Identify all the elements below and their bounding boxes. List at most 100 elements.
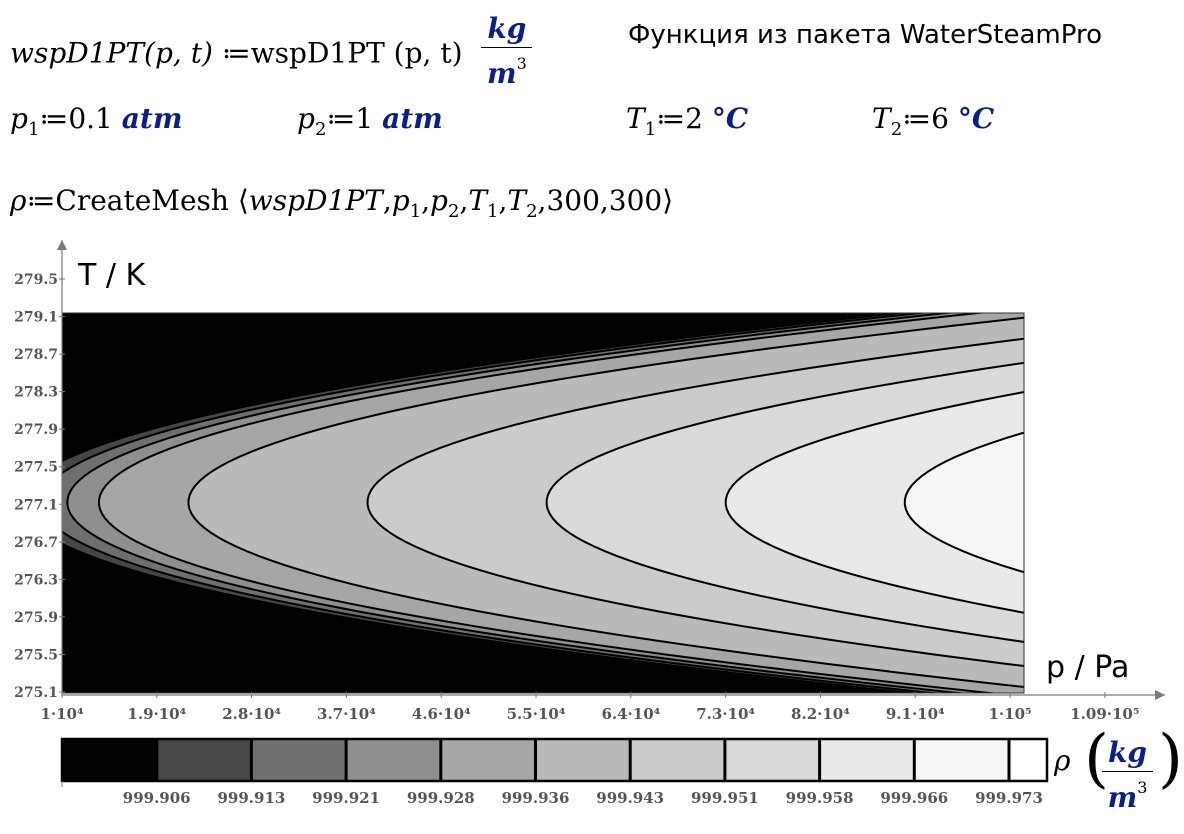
colorbar-unit-num: kg [1102,736,1153,772]
colorbar-swatch [1009,739,1047,781]
colorbar-tick-label: 999.928 [407,789,475,807]
colorbar-tick-label: 999.921 [312,789,380,807]
param-value: 1 [355,102,374,135]
contour-line [62,313,920,693]
param-t1[interactable]: T1≔2 °C [626,102,749,140]
colorbar-tick-label: 999.943 [596,789,664,807]
band-2 [62,313,1024,693]
x-tick-label: 1.09·10⁵ [1070,705,1139,723]
unit-numerator: kg [481,12,533,48]
param-t2[interactable]: T2≔6 °C [872,102,995,140]
colorbar-unit-den: m [1107,781,1138,814]
x-tick-label: 1.9·10⁴ [127,705,186,723]
band-10 [1084,213,1184,793]
x-tick-label: 4.6·10⁴ [412,705,471,723]
x-tick-label: 3.7·10⁴ [317,705,376,723]
colorbar-swatch [62,739,157,781]
mesh-args: ⟨wspD1PT,p1,p2,T1,T2,300,300⟩ [237,184,674,222]
colorbar-swatch [156,739,252,781]
param-subscript: 1 [27,119,40,140]
y-tick-label: 279.1 [14,310,58,326]
contour-line [66,313,968,693]
contour-bands [62,213,1184,793]
colorbar-swatch [630,739,725,781]
param-value: 2 [685,102,703,135]
colorbar-swatch [346,739,441,781]
band-5 [188,317,1024,688]
param-subscript: 2 [890,119,903,140]
x-tick-label: 9.1·10⁴ [886,705,945,723]
y-tick-labels: 275.1 275.5 275.9 276.3 276.7 277.1 277.5 277.9… [14,272,58,701]
x-tick-label: 7.3·10⁴ [696,705,755,723]
package-note: Функция из пакета WaterSteamPro [628,20,1102,50]
band-8 [725,392,1024,613]
mesh-lhs: ρ [10,184,27,217]
param-symbol: p [297,102,315,135]
band-4 [98,313,1024,693]
colorbar-swatch [535,739,631,781]
y-tick-label: 276.3 [14,572,58,588]
func-name-lhs: wspD1PT [10,36,145,70]
y-tick-label: 275.5 [14,647,58,663]
colorbar-swatch [440,739,536,781]
contour-line [187,316,1024,689]
band-7 [546,362,1024,642]
band-1 [62,313,1024,693]
x-tick-label: 1·10⁴ [40,705,84,723]
param-subscript: 2 [314,119,327,140]
colorbar-tick-label: 999.936 [502,789,570,807]
x-tick-label: 8.2·10⁴ [791,705,850,723]
plot-frame [61,312,1025,694]
band-0 [62,313,1024,693]
param-value: 6 [931,102,949,135]
colorbar-symbol: ρ [1054,744,1071,777]
band-3 [67,313,1024,693]
param-p1[interactable]: p1≔0.1 atm [10,102,183,140]
colorbar-tick-label: 999.913 [217,789,285,807]
create-mesh-expression[interactable]: ρ≔CreateMesh ⟨wspD1PT,p1,p2,T1,T2,300,30… [10,184,674,222]
colorbar-label: ρ [1054,744,1070,777]
band-9 [904,432,1024,573]
x-tick-labels: 1·10⁴ 1.9·10⁴ 2.8·10⁴ 3.7·10⁴ 4.6·10⁴ 5.5·10⁴… [40,705,1139,723]
y-tick-label: 277.1 [14,497,58,513]
mesh-func: CreateMesh [55,184,229,217]
colorbar-frame [60,737,1049,783]
y-tick-label: 275.9 [14,610,58,626]
x-tick-label: 1·10⁵ [988,705,1031,723]
y-tick-label: 278.3 [14,385,58,401]
colorbar-swatch [819,739,915,781]
contour-line [97,313,999,693]
func-args-rhs: (p, t) [393,36,463,70]
band-6 [367,338,1024,667]
contour-lines [61,312,1025,694]
param-symbol: p [10,102,28,135]
y-tick-label: 275.1 [14,685,58,701]
colorbar-swatch [724,739,820,781]
param-symbol: T [626,102,645,135]
param-value: 0.1 [68,102,113,135]
y-tick-label: 279.5 [14,272,58,288]
y-tick-label: 278.7 [14,347,58,363]
colorbar-tick-label: 999.906 [123,789,191,807]
plot-axes [57,240,1165,700]
assign-operator: ≔ [221,36,251,70]
func-args-lhs: (p, t) [144,36,213,70]
param-symbol: T [872,102,891,135]
x-tick-label: 6.4·10⁴ [601,705,660,723]
param-subscript: 1 [644,119,657,140]
param-unit: °C [711,102,749,135]
param-p2[interactable]: p2≔1 atm [297,102,443,140]
unit-fraction: kg m3 [481,12,533,90]
y-axis-title: T / K [78,258,146,293]
y-axis-arrow [57,240,67,250]
x-axis-title: p / Pa [1046,650,1130,685]
colorbar-swatch [251,739,347,781]
y-tick-label: 277.5 [14,460,58,476]
y-tick-label: 276.7 [14,535,58,551]
y-tick-label: 277.9 [14,422,58,438]
colorbar: 999.906 999.913 999.921 999.928 999.936 999.9… [60,737,1049,807]
x-tick-label: 2.8·10⁴ [222,705,281,723]
colorbar-unit-exp: 3 [1137,778,1148,797]
param-unit: atm [121,102,183,135]
function-definition[interactable]: wspD1PT(p, t) ≔wspD1PT (p, t) kg m3 [10,12,533,94]
